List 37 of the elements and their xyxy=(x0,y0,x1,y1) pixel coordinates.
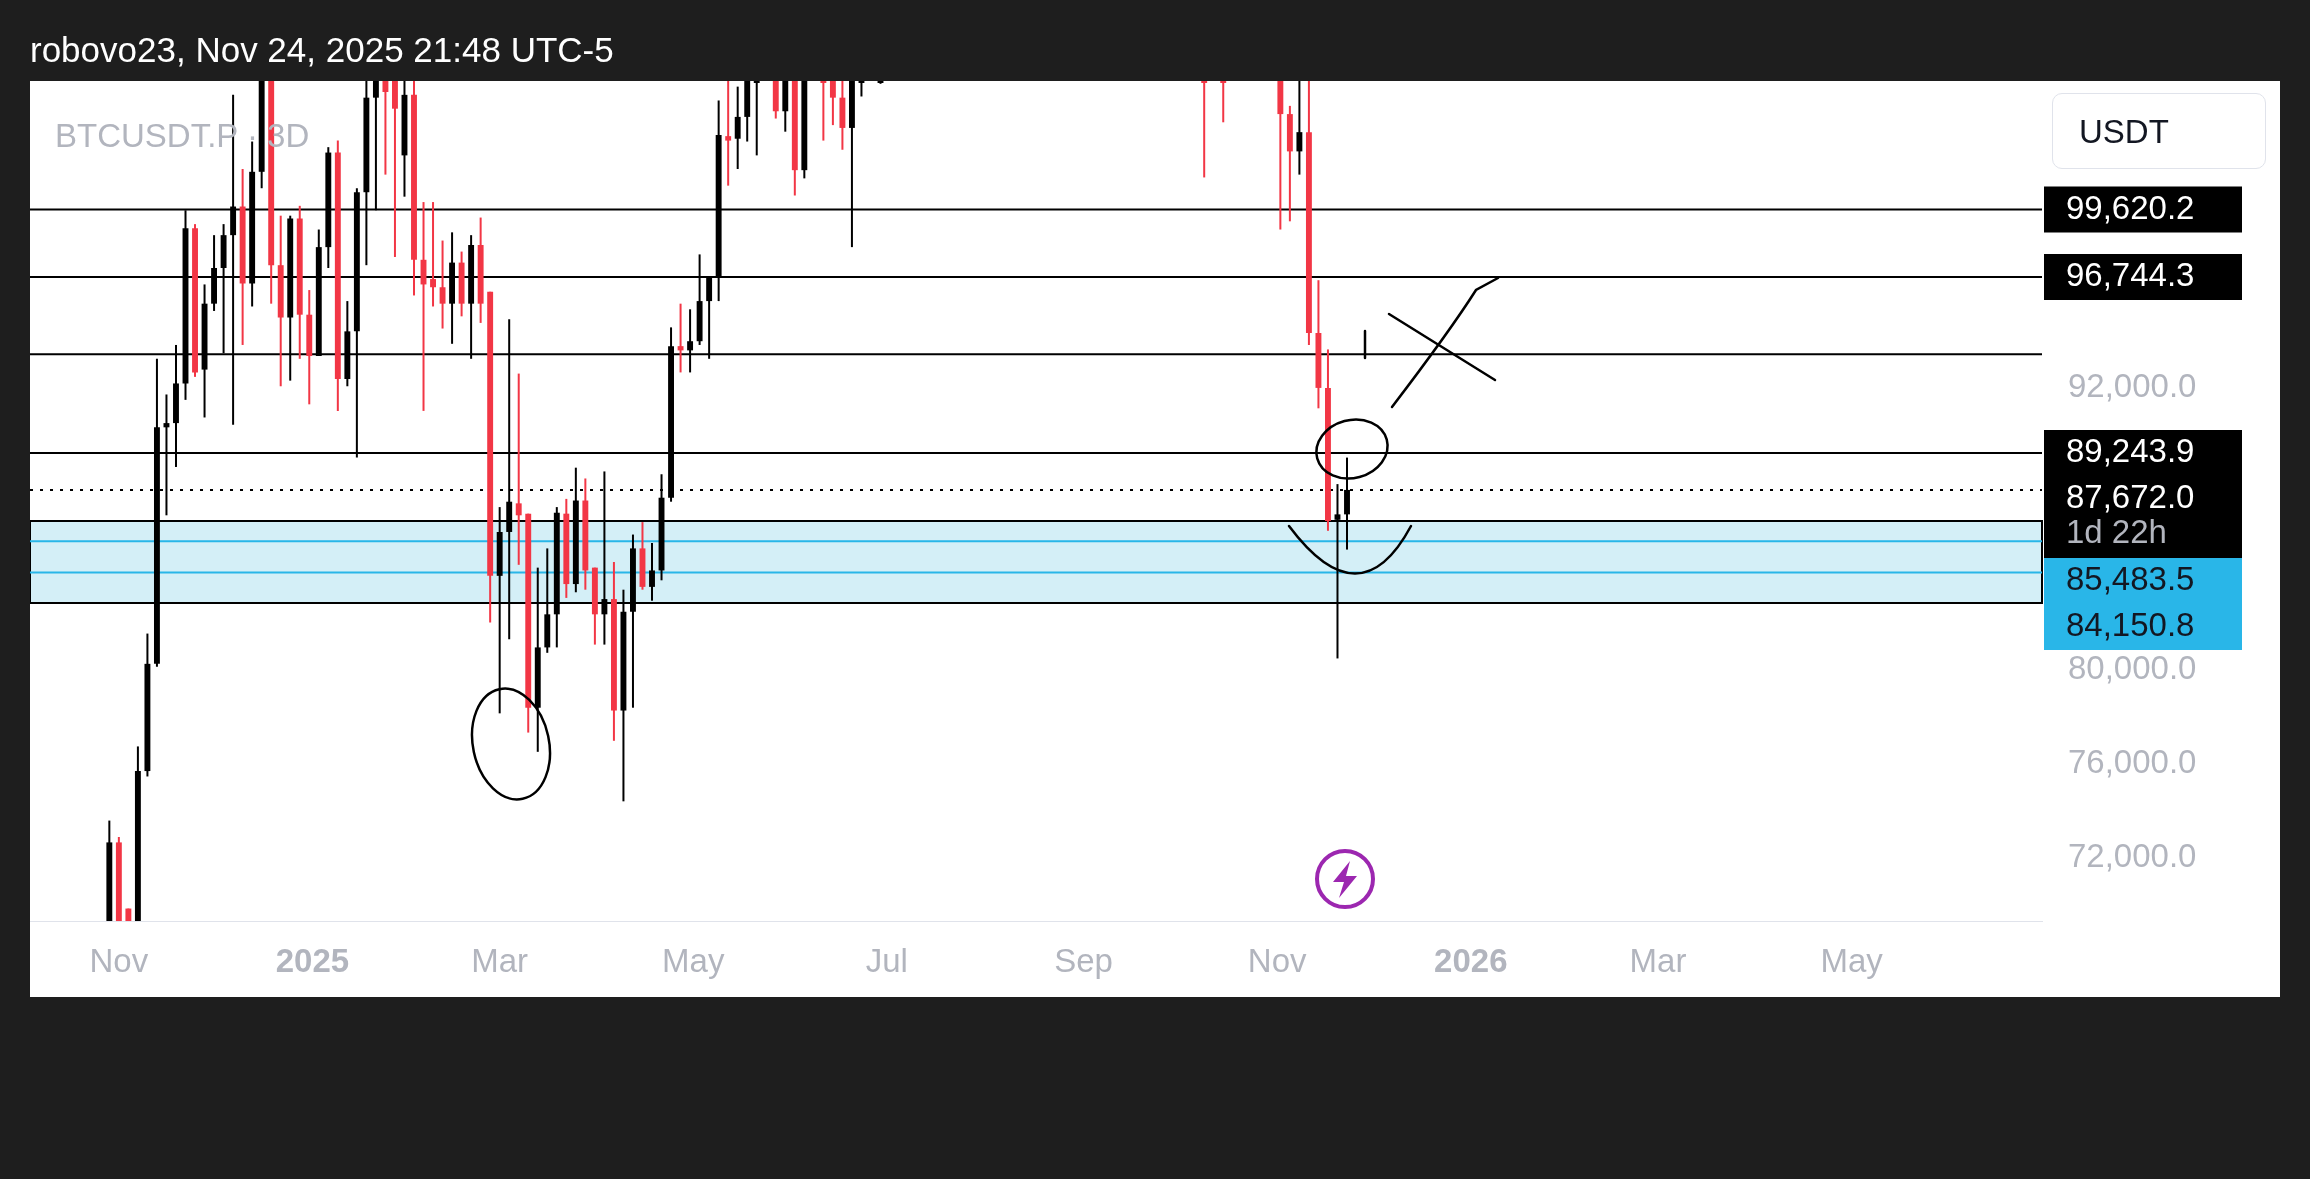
x-tick-label: 2025 xyxy=(275,941,350,979)
candlestick xyxy=(1296,81,1303,176)
candlestick xyxy=(382,81,389,176)
candlestick xyxy=(515,372,522,566)
ref-line-label: 99,620.2 xyxy=(2066,188,2195,226)
x-tick-label: Nov xyxy=(1247,941,1308,979)
candlestick xyxy=(820,81,827,142)
candlestick xyxy=(1201,81,1208,179)
text: 1d 22h xyxy=(2066,513,2167,551)
x-tick-label: 2026 xyxy=(1434,941,1508,979)
y-tick-label: 72,000.0 xyxy=(2068,836,2197,874)
x-tick-label: Mar xyxy=(471,941,529,979)
candlestick xyxy=(753,81,760,157)
ref-line-label: 85,483.5 xyxy=(2066,560,2195,598)
x-tick-label: Mar xyxy=(1629,941,1687,979)
y-tick-label: 80,000.0 xyxy=(2068,649,2197,687)
x-tick-label: May xyxy=(1820,941,1884,979)
chart-subtitle: robovo23, Nov 24, 2025 21:48 UTC-5 xyxy=(30,30,614,70)
x-tick-label: May xyxy=(662,941,725,979)
candlestick xyxy=(1220,81,1227,124)
y-tick-label: 76,000.0 xyxy=(2068,742,2197,780)
candlestick xyxy=(829,81,836,127)
candlestick xyxy=(649,542,655,602)
x-tick-label: Jul xyxy=(865,941,908,979)
ref-line-label: 96,744.3 xyxy=(2066,256,2195,294)
candlestick xyxy=(677,302,684,374)
y-axis-title: USDT xyxy=(2052,93,2266,169)
ref-line-label: 87,672.0 xyxy=(2066,478,2195,516)
ref-line-label: 89,243.9 xyxy=(2066,432,2195,470)
x-tick-label: Sep xyxy=(1054,941,1113,979)
y-tick-label: 92,000.0 xyxy=(2068,367,2197,405)
candlestick xyxy=(439,239,446,330)
candlestick xyxy=(430,201,436,308)
x-tick-label: Nov xyxy=(89,941,149,979)
candlestick xyxy=(725,81,732,187)
candlestick xyxy=(734,85,741,170)
ref-line-label: 84,150.8 xyxy=(2066,606,2195,644)
